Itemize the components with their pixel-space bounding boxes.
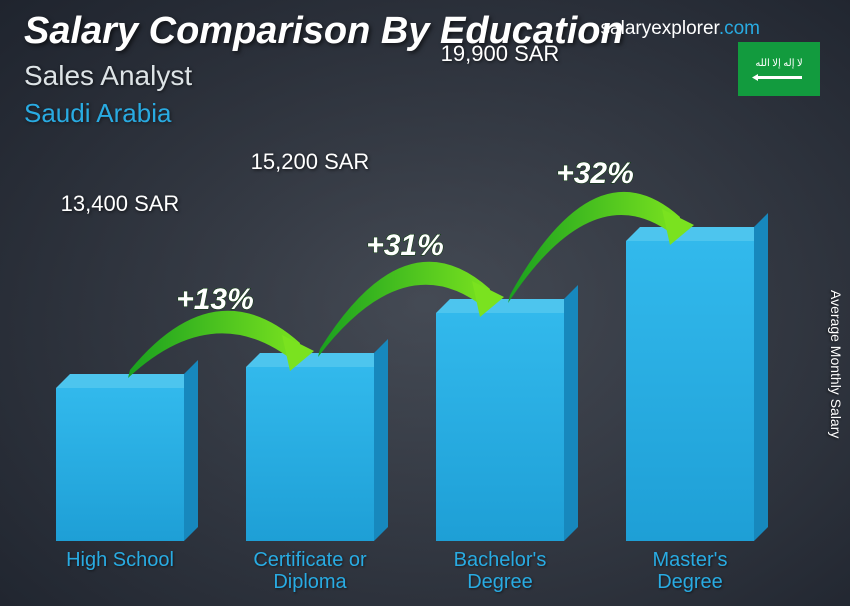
bar-label: Master'sDegree (590, 549, 790, 593)
svg-text:لا إله إلا الله: لا إله إلا الله (755, 58, 802, 69)
bar-value: 13,400 SAR (20, 191, 220, 217)
arrow-head-icon (662, 209, 694, 245)
increment-label: +31% (366, 229, 444, 262)
source-label: salaryexplorer.com (601, 18, 760, 40)
bar-value: 19,900 SAR (400, 41, 600, 67)
bar-group: 15,200 SARCertificate orDiploma (230, 367, 390, 541)
bar-front (56, 388, 184, 541)
increment-label: +13% (176, 283, 254, 316)
source-suffix: .com (719, 18, 760, 39)
subtitle-country: Saudi Arabia (24, 98, 171, 129)
bar-side-face (754, 213, 768, 541)
source-name: salaryexplorer (601, 18, 719, 39)
bar-front (246, 367, 374, 541)
arc-path (508, 192, 680, 303)
bar-chart: 13,400 SARHigh School15,200 SARCertifica… (40, 161, 810, 591)
bar: 13,400 SAR (56, 388, 184, 541)
bar-label: High School (20, 549, 220, 571)
subtitle-role: Sales Analyst (24, 60, 192, 92)
bar-value: 15,200 SAR (210, 149, 410, 175)
y-axis-label: Average Monthly Salary (828, 290, 844, 438)
bar: 15,200 SAR (246, 367, 374, 541)
increment-arc: +32% (480, 133, 710, 315)
bar-side-face (374, 339, 388, 541)
flag-icon: لا إله إلا الله (738, 42, 820, 96)
increment-label: +32% (556, 157, 634, 190)
bar-label: Certificate orDiploma (210, 549, 410, 593)
arc-path (128, 311, 300, 378)
bar-group: 13,400 SARHigh School (40, 388, 200, 541)
arc-path (318, 262, 490, 357)
bar-side-face (564, 285, 578, 541)
bar-label: Bachelor'sDegree (400, 549, 600, 593)
